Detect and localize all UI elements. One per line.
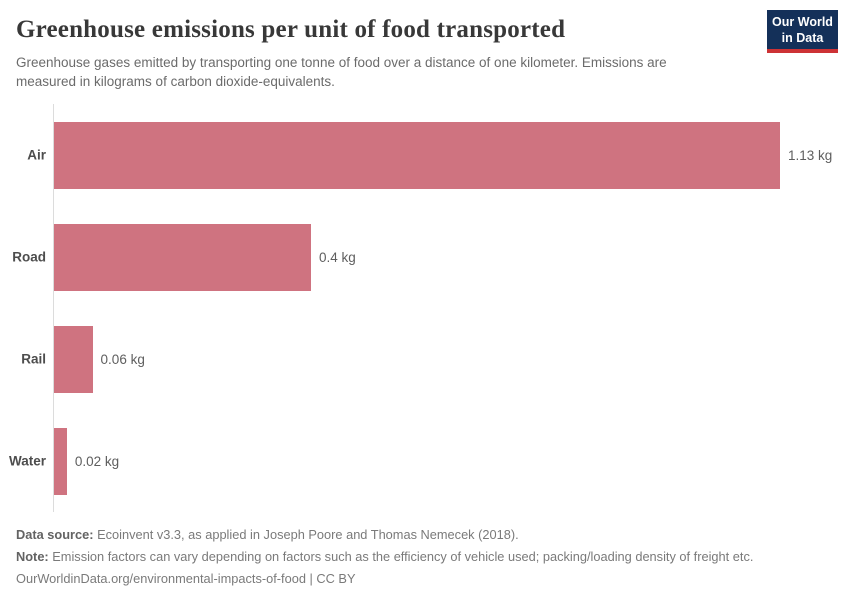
owid-logo-line-1: Our World xyxy=(772,15,833,29)
bar-row: Road 0.4 kg xyxy=(12,206,780,308)
bar-chart: Air 1.13 kg Road 0.4 kg Rail 0.06 kg Water 0.02… xyxy=(9,104,832,512)
note-text: Emission factors can vary depending on f… xyxy=(48,549,754,564)
bar-row: Water 0.02 kg xyxy=(9,410,780,512)
license-line: OurWorldinData.org/environmental-impacts… xyxy=(16,571,356,586)
owid-logo: Our World in Data xyxy=(767,10,838,53)
note-line: Note: Emission factors can vary dependin… xyxy=(16,546,836,568)
chart-header: Greenhouse emissions per unit of food tr… xyxy=(16,14,756,91)
category-label: Rail xyxy=(21,351,46,367)
subtitle-line-1: Greenhouse gases emitted by transporting… xyxy=(16,55,667,71)
category-label: Water xyxy=(8,453,46,469)
page-title: Greenhouse emissions per unit of food tr… xyxy=(16,16,566,43)
bar[interactable] xyxy=(54,427,67,495)
bar-row: Air 1.13 kg xyxy=(27,104,832,206)
chart-footer: Data source: Ecoinvent v3.3, as applied … xyxy=(16,524,836,590)
category-label: Air xyxy=(27,147,46,163)
bar[interactable] xyxy=(54,325,93,393)
value-label: 1.13 kg xyxy=(788,147,833,163)
owid-logo-line-2: in Data xyxy=(781,31,824,45)
owid-logo-text: Our World in Data xyxy=(767,10,838,49)
owid-logo-stripe xyxy=(767,49,838,53)
value-label: 0.02 kg xyxy=(74,453,120,469)
data-source-label: Data source: xyxy=(16,527,94,542)
bar[interactable] xyxy=(54,121,780,189)
bar-row: Rail 0.06 kg xyxy=(21,308,780,410)
data-source-text: Ecoinvent v3.3, as applied in Joseph Poo… xyxy=(93,527,519,542)
chart-subtitle: Greenhouse gases emitted by transporting… xyxy=(16,53,756,91)
bar[interactable] xyxy=(54,223,311,291)
note-label: Note: xyxy=(16,549,49,564)
subtitle-line-2: measured in kilograms of carbon dioxide-… xyxy=(16,74,335,90)
data-source-line: Data source: Ecoinvent v3.3, as applied … xyxy=(16,524,836,546)
value-label: 0.4 kg xyxy=(318,249,356,265)
category-label: Road xyxy=(12,249,46,265)
value-label: 0.06 kg xyxy=(100,351,145,367)
